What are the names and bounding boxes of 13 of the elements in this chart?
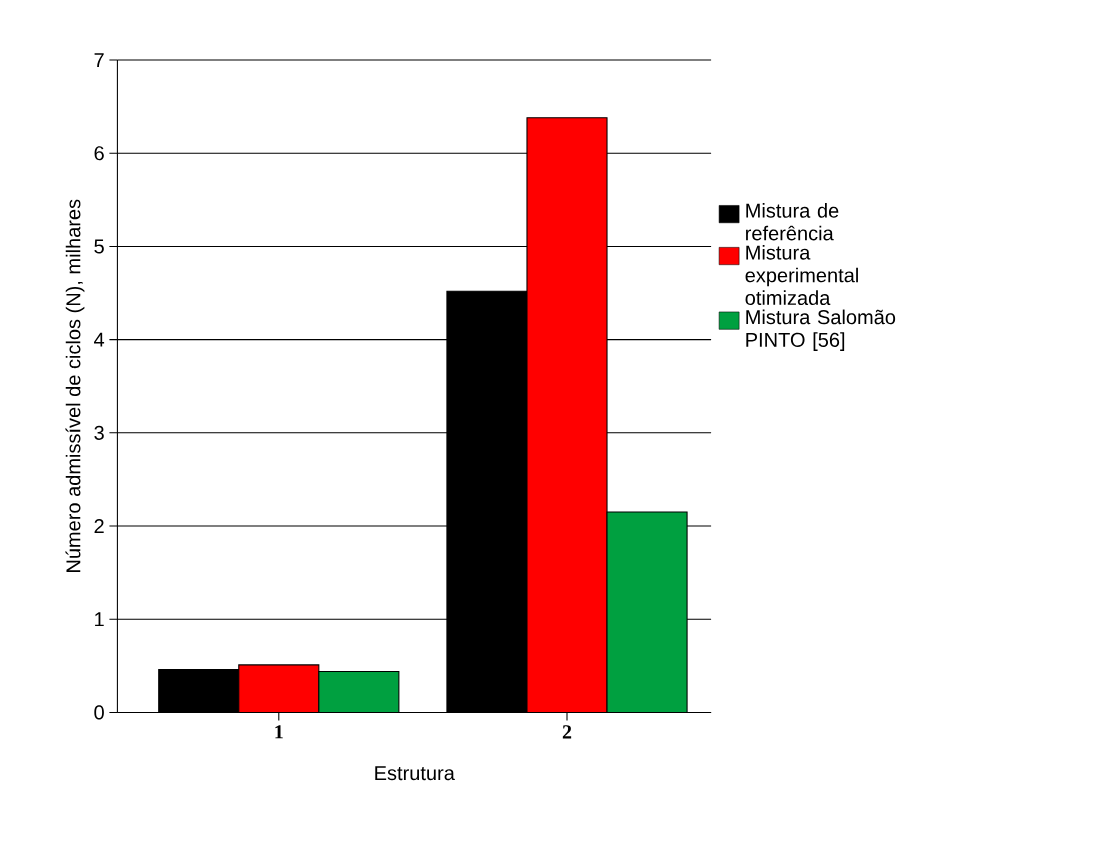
y-tick-label: 2 — [94, 518, 104, 533]
legend-label: Mistura experimental otimizada — [745, 244, 858, 305]
y-tick-label: 7 — [94, 53, 104, 67]
y-tick-label: 6 — [94, 146, 104, 161]
y-tick-label: 3 — [94, 425, 104, 440]
y-tick-label: 5 — [94, 239, 104, 254]
legend-label: Mistura de referência — [746, 202, 839, 241]
y-tick-label: 4 — [94, 332, 105, 347]
y-axis-title: Número admissível de ciclos (N), milhares — [65, 199, 85, 572]
legend-label: Mistura Salomão PINTO [56] — [746, 309, 896, 351]
y-tick-label: 0 — [94, 705, 104, 720]
x-axis-title: Estrutura — [375, 766, 455, 781]
y-tick-label: 1 — [95, 612, 104, 627]
